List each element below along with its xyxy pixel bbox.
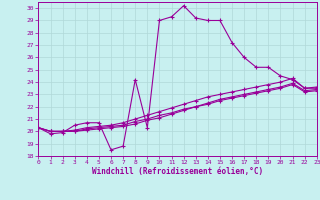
X-axis label: Windchill (Refroidissement éolien,°C): Windchill (Refroidissement éolien,°C): [92, 167, 263, 176]
